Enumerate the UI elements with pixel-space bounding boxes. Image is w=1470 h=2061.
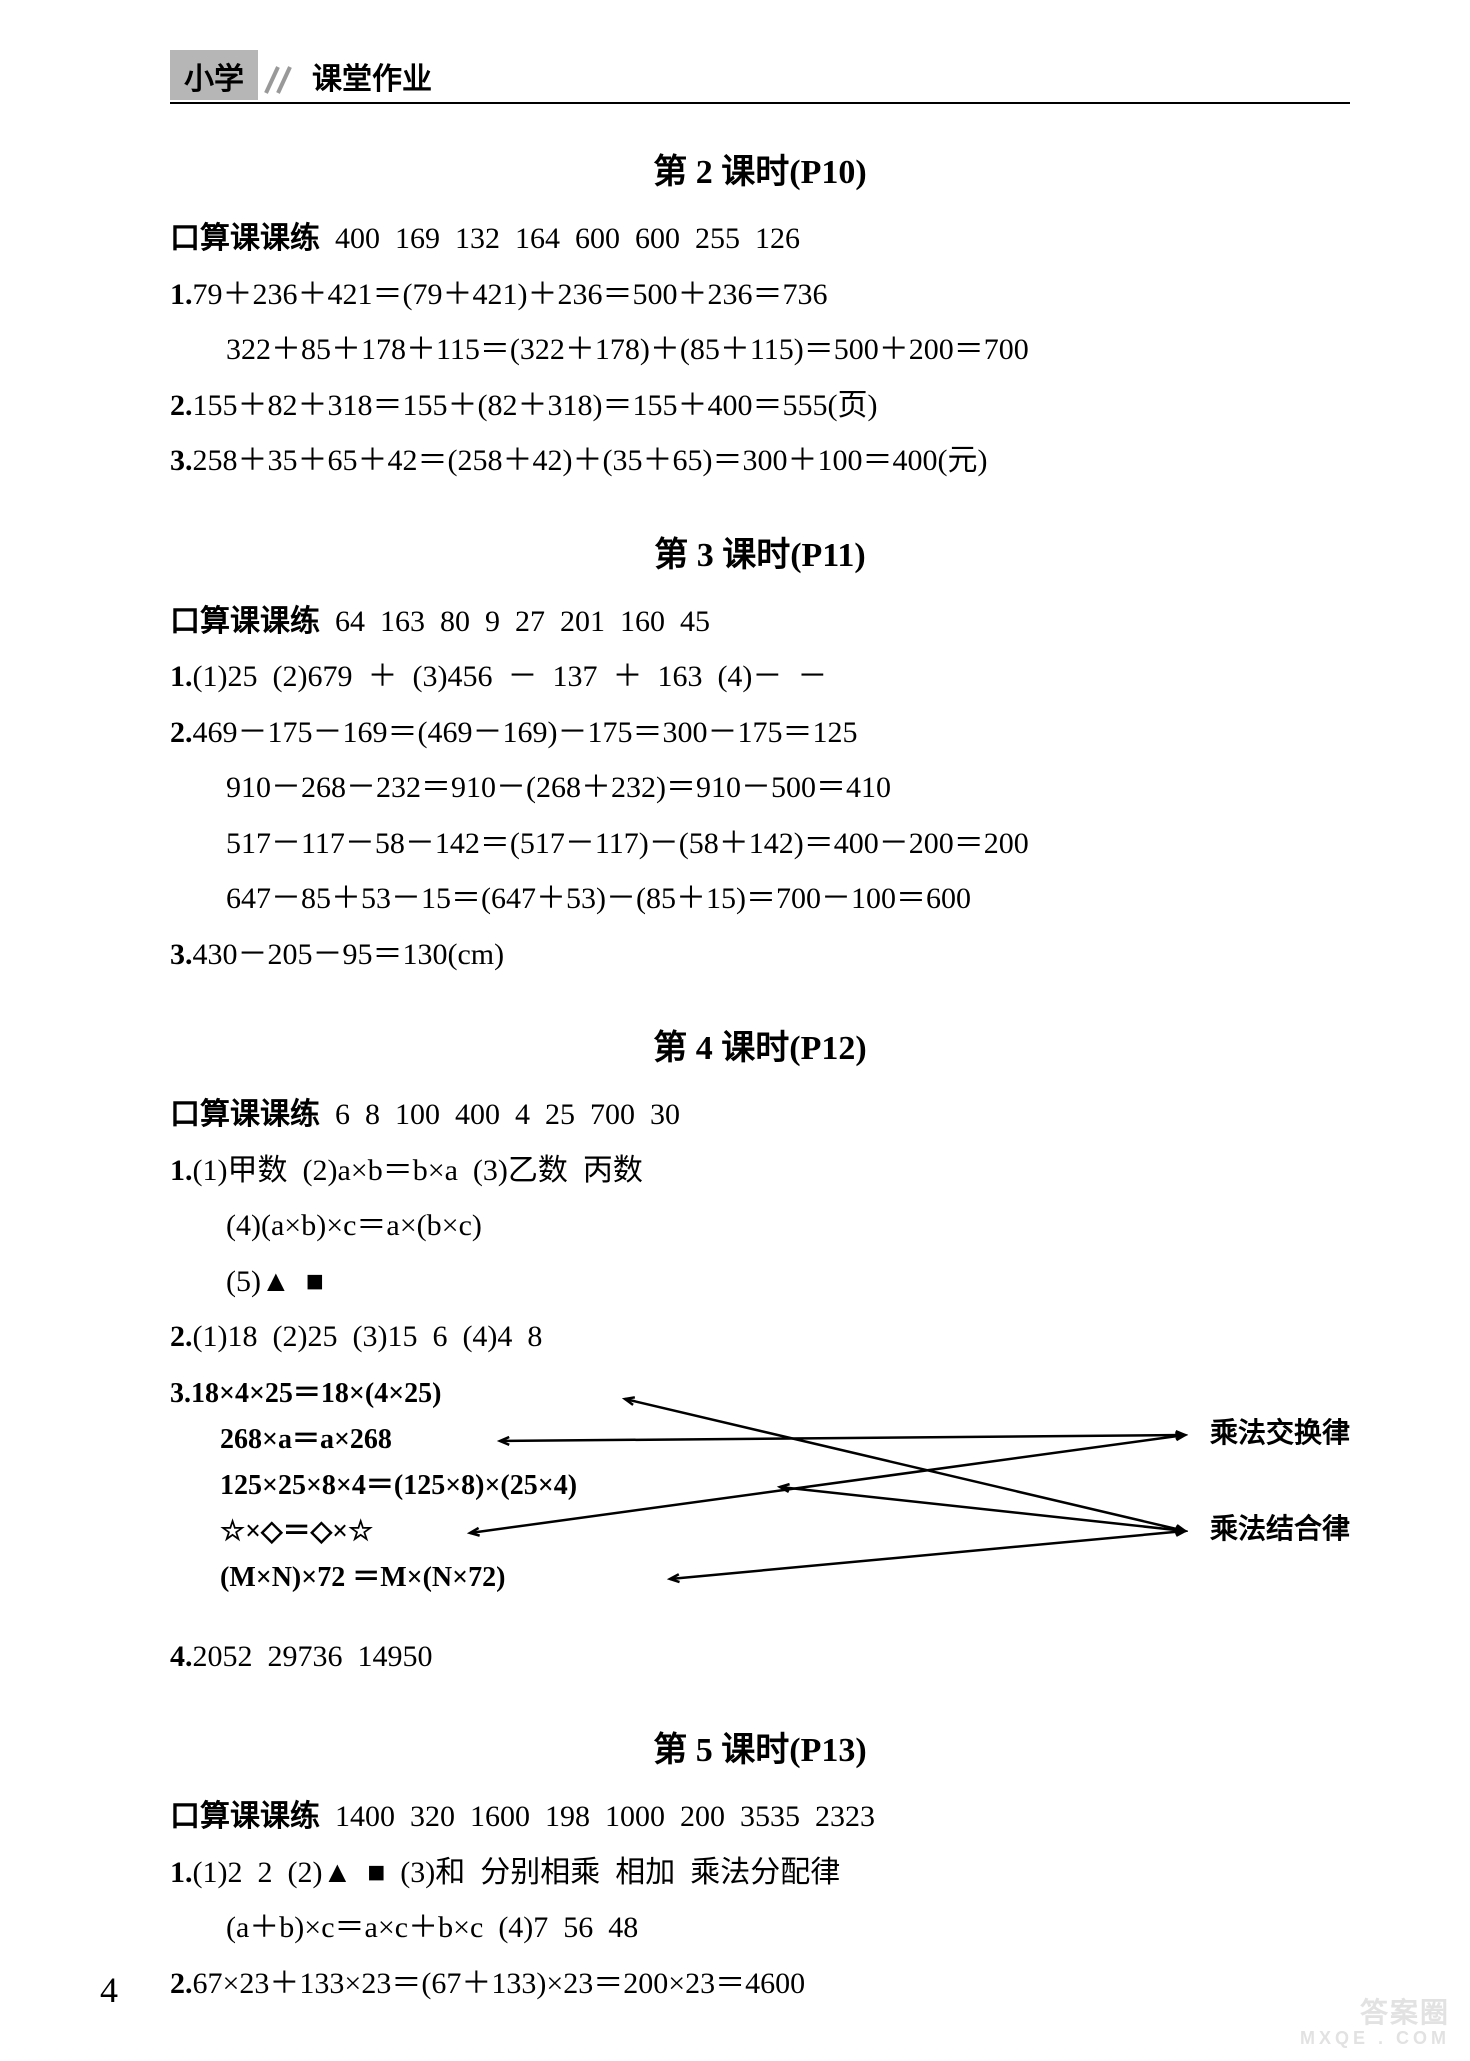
q-text: (4)(a×b)×c＝a×(b×c) [226, 1209, 482, 1242]
diagram-lhs: (M×N)×72 ＝M×(N×72) [220, 1555, 505, 1595]
q-label: 3. [170, 444, 193, 477]
q-text: 322＋85＋178＋115＝(322＋178)＋(85＋115)＝500＋20… [226, 333, 1029, 366]
kousuan-values: 6 8 100 400 4 25 700 30 [320, 1098, 680, 1131]
header-right: 课堂作业 [306, 50, 442, 100]
page-header: 小学 课堂作业 [170, 50, 1350, 104]
q-label: 2. [170, 1320, 193, 1353]
q-text: (a＋b)×c＝a×c＋b×c (4)7 56 48 [226, 1911, 638, 1944]
answer-line: 3.258＋35＋65＋42＝(258＋42)＋(35＋65)＝300＋100＝… [170, 433, 1350, 489]
q-text: 910－268－232＝910－(268＋232)＝910－500＝410 [226, 771, 891, 804]
header-left: 小学 [170, 50, 258, 100]
answer-line: 1.(1)甲数 (2)a×b＝b×a (3)乙数 丙数 [170, 1143, 1350, 1199]
answer-line: 910－268－232＝910－(268＋232)＝910－500＝410 [170, 760, 1350, 816]
q-text: 647－85＋53－15＝(647＋53)－(85＋15)＝700－100＝60… [226, 882, 971, 915]
answer-line: 2.469－175－169＝(469－169)－175＝300－175＝125 [170, 705, 1350, 761]
q-text: (M×N)×72 ＝M×(N×72) [220, 1562, 505, 1593]
kousuan-label: 口算课课练 [170, 1800, 320, 1833]
matching-diagram: 3.18×4×25＝18×(4×25) 268×a＝a×268 125×25×8… [170, 1371, 1350, 1621]
answer-line: (4)(a×b)×c＝a×(b×c) [170, 1198, 1350, 1254]
kousuan-label: 口算课课练 [170, 1098, 320, 1131]
q-text: 2052 29736 14950 [193, 1640, 433, 1673]
q-text: 79＋236＋421＝(79＋421)＋236＝500＋236＝736 [193, 278, 828, 311]
q-label: 2. [170, 389, 193, 422]
page-number: 4 [100, 1969, 118, 2011]
watermark-sub: MXQE . COM [1300, 2029, 1450, 2049]
section-title: 第 3 课时(P11) [170, 527, 1350, 576]
kousuan-values: 64 163 80 9 27 201 160 45 [320, 605, 710, 638]
kousuan-values: 400 169 132 164 600 600 255 126 [320, 222, 800, 255]
answer-line: 3.430－205－95＝130(cm) [170, 927, 1350, 983]
section-title: 第 4 课时(P12) [170, 1020, 1350, 1069]
kousuan-row: 口算课课练 6 8 100 400 4 25 700 30 [170, 1087, 1350, 1143]
q-text: (5)▲ ■ [226, 1265, 324, 1298]
kousuan-row: 口算课课练 64 163 80 9 27 201 160 45 [170, 594, 1350, 650]
diagram-lhs: 268×a＝a×268 [220, 1417, 392, 1457]
page: 小学 课堂作业 第 2 课时(P10) 口算课课练 400 169 132 16… [0, 0, 1470, 2061]
q-text: (1)25 (2)679 ＋ (3)456 － 137 ＋ 163 (4)－ － [193, 660, 828, 693]
q-label: 3. [170, 938, 193, 971]
chevron-icon [264, 65, 300, 100]
q-text: ☆×◇＝◇×☆ [220, 1516, 373, 1547]
answer-line: (5)▲ ■ [170, 1254, 1350, 1310]
q-label: 2. [170, 1967, 193, 2000]
q-label: 1. [170, 1856, 193, 1889]
kousuan-label: 口算课课练 [170, 605, 320, 638]
kousuan-row: 口算课课练 1400 320 1600 198 1000 200 3535 23… [170, 1789, 1350, 1845]
q-text: 155＋82＋318＝155＋(82＋318)＝155＋400＝555(页) [193, 389, 878, 422]
q-label: 2. [170, 716, 193, 749]
kousuan-row: 口算课课练 400 169 132 164 600 600 255 126 [170, 211, 1350, 267]
answer-line: 647－85＋53－15＝(647＋53)－(85＋15)＝700－100＝60… [170, 871, 1350, 927]
answer-line: 4.2052 29736 14950 [170, 1629, 1350, 1685]
diagram-lhs: 125×25×8×4＝(125×8)×(25×4) [220, 1463, 577, 1503]
q-text: 517－117－58－142＝(517－117)－(58＋142)＝400－20… [226, 827, 1029, 860]
diagram-rhs: 乘法结合律 [1210, 1507, 1350, 1547]
answer-line: 517－117－58－142＝(517－117)－(58＋142)＝400－20… [170, 816, 1350, 872]
q-text: 268×a＝a×268 [220, 1424, 392, 1455]
kousuan-values: 1400 320 1600 198 1000 200 3535 2323 [320, 1800, 875, 1833]
q-text: 67×23＋133×23＝(67＋133)×23＝200×23＝4600 [193, 1967, 806, 2000]
q-label: 4. [170, 1640, 193, 1673]
q-label: 3. [170, 1378, 191, 1409]
q-text: 258＋35＋65＋42＝(258＋42)＋(35＋65)＝300＋100＝40… [193, 444, 988, 477]
answer-line: 1.79＋236＋421＝(79＋421)＋236＝500＋236＝736 [170, 267, 1350, 323]
diagram-rhs: 乘法交换律 [1210, 1411, 1350, 1451]
diagram-lhs: 3.18×4×25＝18×(4×25) [170, 1371, 441, 1411]
section-title: 第 2 课时(P10) [170, 144, 1350, 193]
answer-line: 2.67×23＋133×23＝(67＋133)×23＝200×23＝4600 [170, 1956, 1350, 2012]
answer-line: (a＋b)×c＝a×c＋b×c (4)7 56 48 [170, 1900, 1350, 1956]
watermark: 答案圈 MXQE . COM [1300, 1998, 1450, 2049]
q-text: (1)18 (2)25 (3)15 6 (4)4 8 [193, 1320, 543, 1353]
answer-line: 2.155＋82＋318＝155＋(82＋318)＝155＋400＝555(页) [170, 378, 1350, 434]
answer-line: 1.(1)25 (2)679 ＋ (3)456 － 137 ＋ 163 (4)－… [170, 649, 1350, 705]
q-label: 1. [170, 278, 193, 311]
answer-line: 2.(1)18 (2)25 (3)15 6 (4)4 8 [170, 1309, 1350, 1365]
diagram-lhs: ☆×◇＝◇×☆ [220, 1509, 373, 1549]
q-text: 18×4×25＝18×(4×25) [191, 1378, 441, 1409]
answer-line: 322＋85＋178＋115＝(322＋178)＋(85＋115)＝500＋20… [170, 322, 1350, 378]
watermark-main: 答案圈 [1300, 1998, 1450, 2029]
q-label: 1. [170, 660, 193, 693]
q-text: 469－175－169＝(469－169)－175＝300－175＝125 [193, 716, 858, 749]
q-text: 125×25×8×4＝(125×8)×(25×4) [220, 1470, 577, 1501]
q-text: (1)2 2 (2)▲ ■ (3)和 分别相乘 相加 乘法分配律 [193, 1856, 841, 1889]
section-title: 第 5 课时(P13) [170, 1722, 1350, 1771]
q-text: 430－205－95＝130(cm) [193, 938, 505, 971]
kousuan-label: 口算课课练 [170, 222, 320, 255]
answer-line: 1.(1)2 2 (2)▲ ■ (3)和 分别相乘 相加 乘法分配律 [170, 1845, 1350, 1901]
q-text: (1)甲数 (2)a×b＝b×a (3)乙数 丙数 [193, 1154, 643, 1187]
q-label: 1. [170, 1154, 193, 1187]
